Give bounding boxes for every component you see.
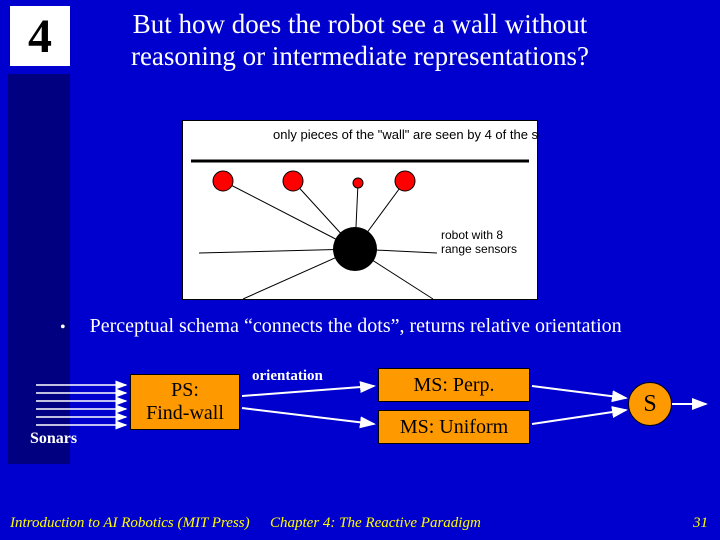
bullet-marker: • [60, 319, 66, 337]
sum-node: S [628, 382, 672, 426]
bullet-row: • Perceptual schema “connects the dots”,… [60, 315, 622, 338]
ps-findwall-text: PS: Find-wall [146, 379, 224, 425]
diagram-caption-right-l2: range sensors [441, 242, 517, 256]
footer-page-number: 31 [693, 515, 708, 532]
ms-perp-text: MS: Perp. [413, 374, 494, 397]
diagram-svg: only pieces of the "wall" are seen by 4 … [183, 121, 539, 301]
bullet-text: Perceptual schema “connects the dots”, r… [90, 315, 622, 338]
sonars-label: Sonars [30, 430, 77, 448]
slide-number-badge: 4 [10, 6, 70, 66]
sum-symbol: S [643, 391, 656, 418]
schema-flow-diagram: Sonars PS: Find-wall orientation MS: Per… [30, 360, 710, 480]
ms-to-sum-arrows [532, 386, 626, 424]
slide-title: But how does the robot see a wall withou… [120, 8, 600, 73]
sensor-rays [199, 181, 437, 299]
sonar-arrows [36, 385, 126, 425]
footer-left: Introduction to AI Robotics (MIT Press) [10, 515, 250, 532]
diagram-caption-right-l1: robot with 8 [441, 228, 503, 242]
ms-uniform-text: MS: Uniform [400, 416, 508, 439]
footer-center: Chapter 4: The Reactive Paradigm [270, 515, 481, 532]
ps-findwall-box: PS: Find-wall [130, 374, 240, 430]
ms-uniform-box: MS: Uniform [378, 410, 530, 444]
robot-wall-diagram: only pieces of the "wall" are seen by 4 … [182, 120, 538, 300]
robot-body [333, 227, 377, 271]
orientation-label: orientation [252, 368, 323, 385]
diagram-caption-top: only pieces of the "wall" are seen by 4 … [273, 127, 539, 142]
wall-pieces [213, 171, 415, 191]
ms-perp-box: MS: Perp. [378, 368, 530, 402]
ps-to-ms-arrows [242, 386, 374, 424]
